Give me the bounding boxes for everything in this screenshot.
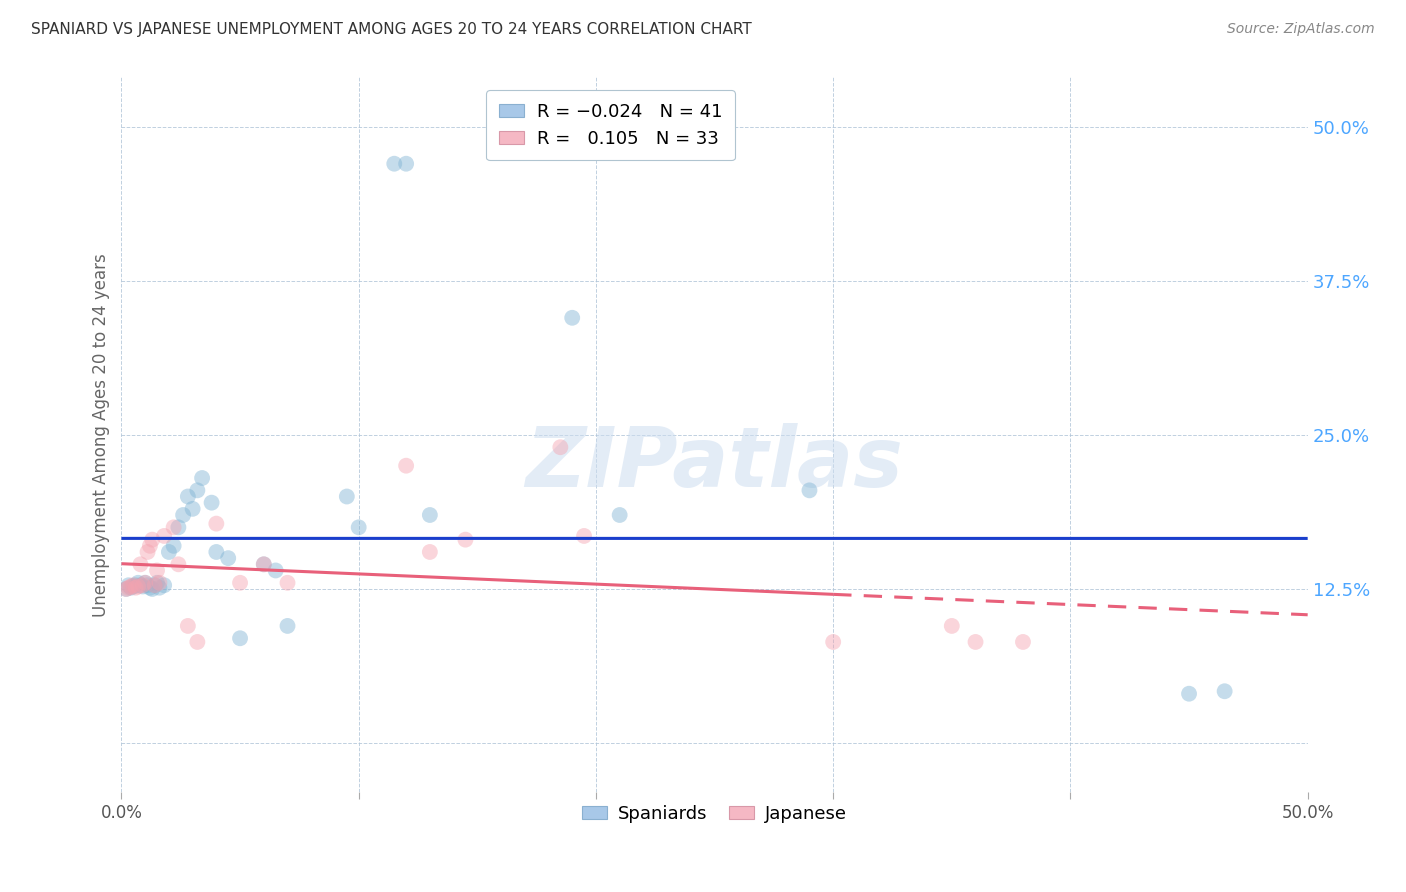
Point [191, 471, 214, 485]
Point [136, 578, 159, 592]
Point [132, 579, 155, 593]
Point [347, 520, 370, 534]
Point [141, 533, 163, 547]
Point [205, 545, 228, 559]
Point [134, 575, 156, 590]
Point [217, 551, 239, 566]
Point [127, 579, 149, 593]
Point [148, 575, 170, 590]
Point [124, 581, 146, 595]
Point [153, 578, 176, 592]
Point [186, 635, 208, 649]
Point [122, 578, 145, 592]
Point [200, 496, 222, 510]
Point [167, 558, 190, 572]
Point [146, 564, 169, 578]
Point [162, 520, 184, 534]
Point [139, 539, 162, 553]
Point [572, 529, 595, 543]
Point [276, 619, 298, 633]
Point [115, 582, 138, 596]
Point [799, 483, 821, 498]
Point [117, 578, 139, 592]
Point [177, 619, 200, 633]
Point [134, 575, 156, 590]
Point [177, 490, 200, 504]
Point [122, 579, 145, 593]
Point [181, 501, 204, 516]
Point [276, 575, 298, 590]
Point [253, 558, 276, 572]
Point [157, 545, 180, 559]
Point [132, 578, 155, 592]
Text: Source: ZipAtlas.com: Source: ZipAtlas.com [1227, 22, 1375, 37]
Point [561, 310, 583, 325]
Text: SPANIARD VS JAPANESE UNEMPLOYMENT AMONG AGES 20 TO 24 YEARS CORRELATION CHART: SPANIARD VS JAPANESE UNEMPLOYMENT AMONG … [31, 22, 752, 37]
Point [120, 581, 142, 595]
Point [205, 516, 228, 531]
Point [395, 458, 418, 473]
Point [167, 520, 190, 534]
Point [941, 619, 963, 633]
Point [965, 635, 987, 649]
Point [141, 582, 163, 596]
Point [823, 635, 845, 649]
Point [162, 539, 184, 553]
Point [127, 575, 149, 590]
Point [129, 578, 152, 592]
Point [124, 578, 146, 592]
Point [139, 581, 162, 595]
Point [454, 533, 477, 547]
Point [146, 575, 169, 590]
Point [253, 558, 276, 572]
Point [172, 508, 194, 522]
Point [1178, 687, 1201, 701]
Y-axis label: Unemployment Among Ages 20 to 24 years: Unemployment Among Ages 20 to 24 years [93, 253, 110, 616]
Point [609, 508, 631, 522]
Point [1213, 684, 1236, 698]
Point [419, 508, 441, 522]
Point [336, 490, 359, 504]
Point [1012, 635, 1035, 649]
Point [550, 440, 572, 454]
Point [143, 578, 166, 592]
Point [148, 581, 170, 595]
Text: ZIPatlas: ZIPatlas [526, 423, 904, 504]
Point [117, 581, 139, 595]
Point [229, 575, 252, 590]
Point [143, 578, 166, 592]
Point [153, 529, 176, 543]
Point [129, 558, 152, 572]
Point [419, 545, 441, 559]
Point [229, 632, 252, 646]
Point [186, 483, 208, 498]
Point [264, 564, 287, 578]
Point [395, 157, 418, 171]
Point [382, 157, 405, 171]
Point [120, 579, 142, 593]
Legend: Spaniards, Japanese: Spaniards, Japanese [575, 797, 855, 830]
Point [115, 582, 138, 596]
Point [136, 545, 159, 559]
